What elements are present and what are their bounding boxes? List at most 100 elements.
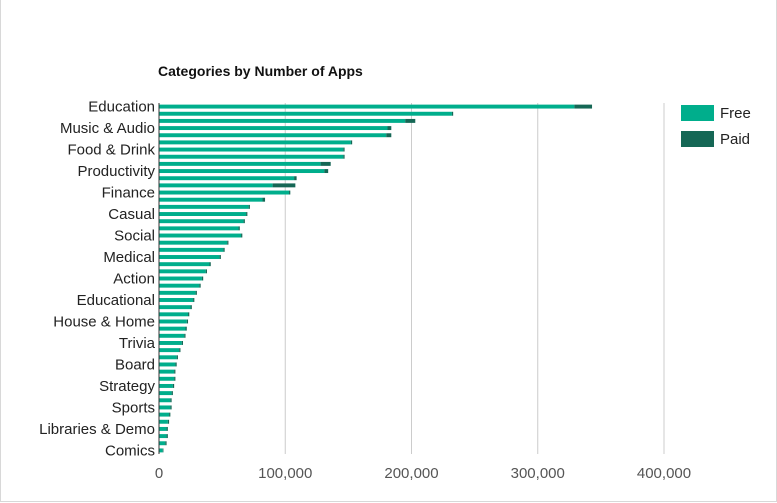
bar-free-10[interactable] [159,176,295,181]
bar-free-41[interactable] [159,398,171,403]
bar-paid-33[interactable] [181,340,183,345]
bar-free-13[interactable] [159,197,263,202]
bar-free-19[interactable] [159,240,228,245]
bar-paid-4[interactable] [386,133,392,138]
bar-free-14[interactable] [159,204,249,209]
bar-paid-41[interactable] [170,398,172,403]
bar-free-38[interactable] [159,376,175,381]
bar-paid-5[interactable] [350,140,353,145]
bar-free-33[interactable] [159,340,182,345]
bar-free-44[interactable] [159,419,168,424]
bar-free-24[interactable] [159,276,202,281]
bar-paid-31[interactable] [185,326,187,331]
bar-paid-28[interactable] [190,305,192,310]
bar-paid-37[interactable] [174,369,176,374]
bar-paid-29[interactable] [188,312,190,317]
bar-paid-43[interactable] [169,412,171,417]
legend-item-free[interactable]: Free [681,104,751,122]
bar-free-22[interactable] [159,262,210,267]
bar-paid-26[interactable] [195,290,197,295]
bar-paid-20[interactable] [223,247,225,252]
bar-free-2[interactable] [159,118,406,123]
bar-paid-6[interactable] [343,147,345,152]
bar-paid-44[interactable] [167,419,170,424]
bar-free-31[interactable] [159,326,186,331]
bar-paid-32[interactable] [184,333,186,338]
bar-free-29[interactable] [159,312,189,317]
bar-free-32[interactable] [159,333,185,338]
bar-free-0[interactable] [159,104,575,109]
bar-paid-46[interactable] [166,434,168,439]
bar-free-7[interactable] [159,154,344,159]
bar-free-17[interactable] [159,226,239,231]
bar-free-15[interactable] [159,212,247,217]
bar-paid-22[interactable] [209,262,211,267]
legend-item-paid[interactable]: Paid [681,130,751,148]
bar-free-37[interactable] [159,369,175,374]
bar-paid-25[interactable] [199,283,201,288]
bar-free-12[interactable] [159,190,290,195]
bar-paid-35[interactable] [176,355,178,360]
bar-free-6[interactable] [159,147,344,152]
bar-paid-21[interactable] [219,255,221,259]
bar-free-25[interactable] [159,283,200,288]
bar-paid-8[interactable] [320,161,331,166]
bar-paid-12[interactable] [289,190,291,195]
bar-free-5[interactable] [159,140,351,145]
bar-free-11[interactable] [159,183,273,188]
bar-free-40[interactable] [159,391,172,396]
bar-paid-42[interactable] [170,405,172,410]
bar-paid-13[interactable] [262,197,266,202]
bar-paid-11[interactable] [272,183,296,188]
bar-free-46[interactable] [159,434,167,439]
bar-paid-48[interactable] [162,448,164,453]
bar-free-23[interactable] [159,269,206,274]
bar-free-1[interactable] [159,111,452,116]
bar-paid-14[interactable] [248,204,250,209]
bar-paid-15[interactable] [246,212,248,217]
bar-free-27[interactable] [159,298,194,302]
bar-paid-16[interactable] [243,219,245,224]
bar-paid-19[interactable] [227,240,229,245]
bar-paid-47[interactable] [165,441,167,446]
bar-paid-10[interactable] [294,176,297,181]
bar-free-34[interactable] [159,348,180,353]
bar-paid-1[interactable] [451,111,454,116]
bar-free-16[interactable] [159,219,244,224]
bar-free-35[interactable] [159,355,177,360]
bar-paid-7[interactable] [343,154,345,159]
bar-free-3[interactable] [159,126,388,131]
bar-paid-45[interactable] [166,426,168,431]
bar-paid-30[interactable] [186,319,189,324]
bar-free-36[interactable] [159,362,176,367]
bar-paid-3[interactable] [387,126,392,131]
bar-paid-38[interactable] [174,376,176,381]
bar-paid-27[interactable] [193,298,195,302]
bar-free-45[interactable] [159,426,167,431]
bar-free-4[interactable] [159,133,387,138]
bar-free-30[interactable] [159,319,187,324]
bar-free-18[interactable] [159,233,242,238]
bar-paid-9[interactable] [324,169,329,174]
bar-paid-0[interactable] [574,104,593,109]
bar-free-48[interactable] [159,448,163,453]
bar-free-20[interactable] [159,247,224,252]
bar-free-28[interactable] [159,305,191,310]
bar-paid-36[interactable] [175,362,177,367]
bar-free-8[interactable] [159,161,321,166]
bar-paid-40[interactable] [171,391,173,396]
bar-free-21[interactable] [159,255,220,259]
bar-free-39[interactable] [159,383,173,388]
bar-paid-23[interactable] [205,269,207,274]
bar-free-26[interactable] [159,290,196,295]
bar-paid-39[interactable] [172,383,175,388]
bar-paid-34[interactable] [179,348,181,353]
bar-paid-17[interactable] [238,226,240,231]
bar-free-42[interactable] [159,405,171,410]
bar-paid-24[interactable] [201,276,204,281]
bar-free-43[interactable] [159,412,170,417]
bar-free-9[interactable] [159,169,325,174]
bar-free-47[interactable] [159,441,166,446]
bar-paid-18[interactable] [241,233,243,238]
bar-paid-2[interactable] [405,118,416,123]
